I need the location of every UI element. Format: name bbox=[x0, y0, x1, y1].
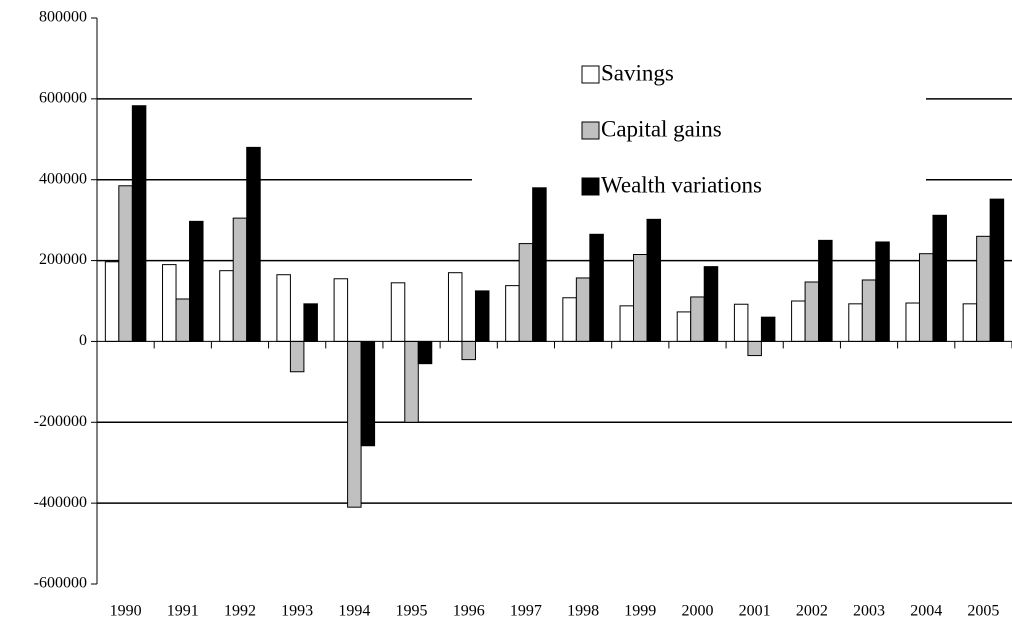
bar bbox=[690, 296, 705, 342]
x-tick-label: 1999 bbox=[624, 603, 656, 620]
bar bbox=[118, 185, 133, 342]
x-tick-label: 2001 bbox=[739, 603, 771, 620]
y-tick-label: 400000 bbox=[39, 170, 87, 187]
legend-swatch bbox=[581, 121, 600, 140]
bar bbox=[989, 198, 1005, 342]
y-tick-label: 200000 bbox=[39, 251, 87, 268]
y-tick-label: 0 bbox=[79, 332, 87, 349]
bar bbox=[461, 340, 476, 361]
bar bbox=[932, 214, 947, 342]
bar bbox=[733, 303, 749, 342]
legend-swatch bbox=[581, 65, 600, 84]
bar bbox=[447, 272, 463, 342]
bar bbox=[232, 217, 248, 342]
bar bbox=[861, 279, 877, 342]
bar bbox=[703, 266, 719, 342]
legend-label: Capital gains bbox=[601, 116, 722, 141]
y-tick-label: -400000 bbox=[34, 494, 87, 511]
bar bbox=[818, 239, 833, 342]
bar bbox=[162, 264, 177, 342]
x-tick-label: 1994 bbox=[338, 603, 370, 620]
bar bbox=[633, 254, 648, 342]
bar bbox=[390, 282, 406, 342]
bar bbox=[219, 270, 234, 342]
x-tick-label: 1992 bbox=[224, 603, 256, 620]
bar bbox=[404, 340, 419, 423]
x-tick-label: 1997 bbox=[510, 603, 542, 620]
bar bbox=[791, 300, 806, 342]
bar bbox=[575, 277, 591, 342]
bar bbox=[804, 281, 820, 342]
bar bbox=[589, 233, 604, 342]
bar bbox=[131, 105, 147, 342]
bar bbox=[962, 303, 978, 342]
bar bbox=[347, 340, 362, 508]
bar bbox=[417, 340, 433, 365]
bar bbox=[175, 298, 191, 342]
x-tick-label: 1990 bbox=[110, 603, 142, 620]
bar bbox=[333, 278, 349, 342]
bar bbox=[676, 311, 692, 342]
bar bbox=[189, 220, 204, 342]
bar bbox=[848, 303, 863, 342]
bar bbox=[360, 340, 376, 447]
legend-swatch bbox=[581, 177, 600, 196]
bar bbox=[246, 146, 261, 342]
x-tick-label: 2000 bbox=[681, 603, 713, 620]
bar bbox=[104, 261, 120, 342]
bar bbox=[289, 340, 305, 373]
x-tick-label: 1995 bbox=[396, 603, 428, 620]
bar bbox=[905, 302, 920, 342]
bar bbox=[918, 253, 934, 342]
bar bbox=[505, 285, 520, 342]
bar bbox=[976, 235, 991, 342]
bar bbox=[303, 303, 318, 342]
bar bbox=[532, 187, 547, 342]
y-tick-label: 600000 bbox=[39, 90, 87, 107]
bar bbox=[518, 243, 534, 342]
legend-label: Savings bbox=[601, 60, 674, 85]
bar bbox=[646, 218, 662, 342]
legend-box bbox=[472, 52, 926, 212]
x-tick-label: 2002 bbox=[796, 603, 828, 620]
legend-label: Wealth variations bbox=[601, 172, 762, 197]
bar bbox=[619, 305, 635, 342]
bar bbox=[276, 274, 291, 342]
y-tick-label: -200000 bbox=[34, 413, 87, 430]
y-tick-label: 800000 bbox=[39, 9, 87, 26]
x-tick-label: 1991 bbox=[167, 603, 199, 620]
x-tick-label: 2004 bbox=[910, 603, 942, 620]
y-tick-label: -600000 bbox=[34, 575, 87, 592]
x-tick-label: 1998 bbox=[567, 603, 599, 620]
bar bbox=[562, 297, 577, 342]
x-tick-label: 1996 bbox=[453, 603, 485, 620]
legend: Savings Capital gains Wealth variations bbox=[472, 52, 926, 212]
x-tick-label: 2005 bbox=[967, 603, 999, 620]
bar bbox=[760, 316, 776, 342]
x-tick-label: 2003 bbox=[853, 603, 885, 620]
bar bbox=[875, 241, 890, 342]
bar bbox=[747, 340, 762, 357]
x-tick-label: 1993 bbox=[281, 603, 313, 620]
bar bbox=[474, 290, 490, 342]
